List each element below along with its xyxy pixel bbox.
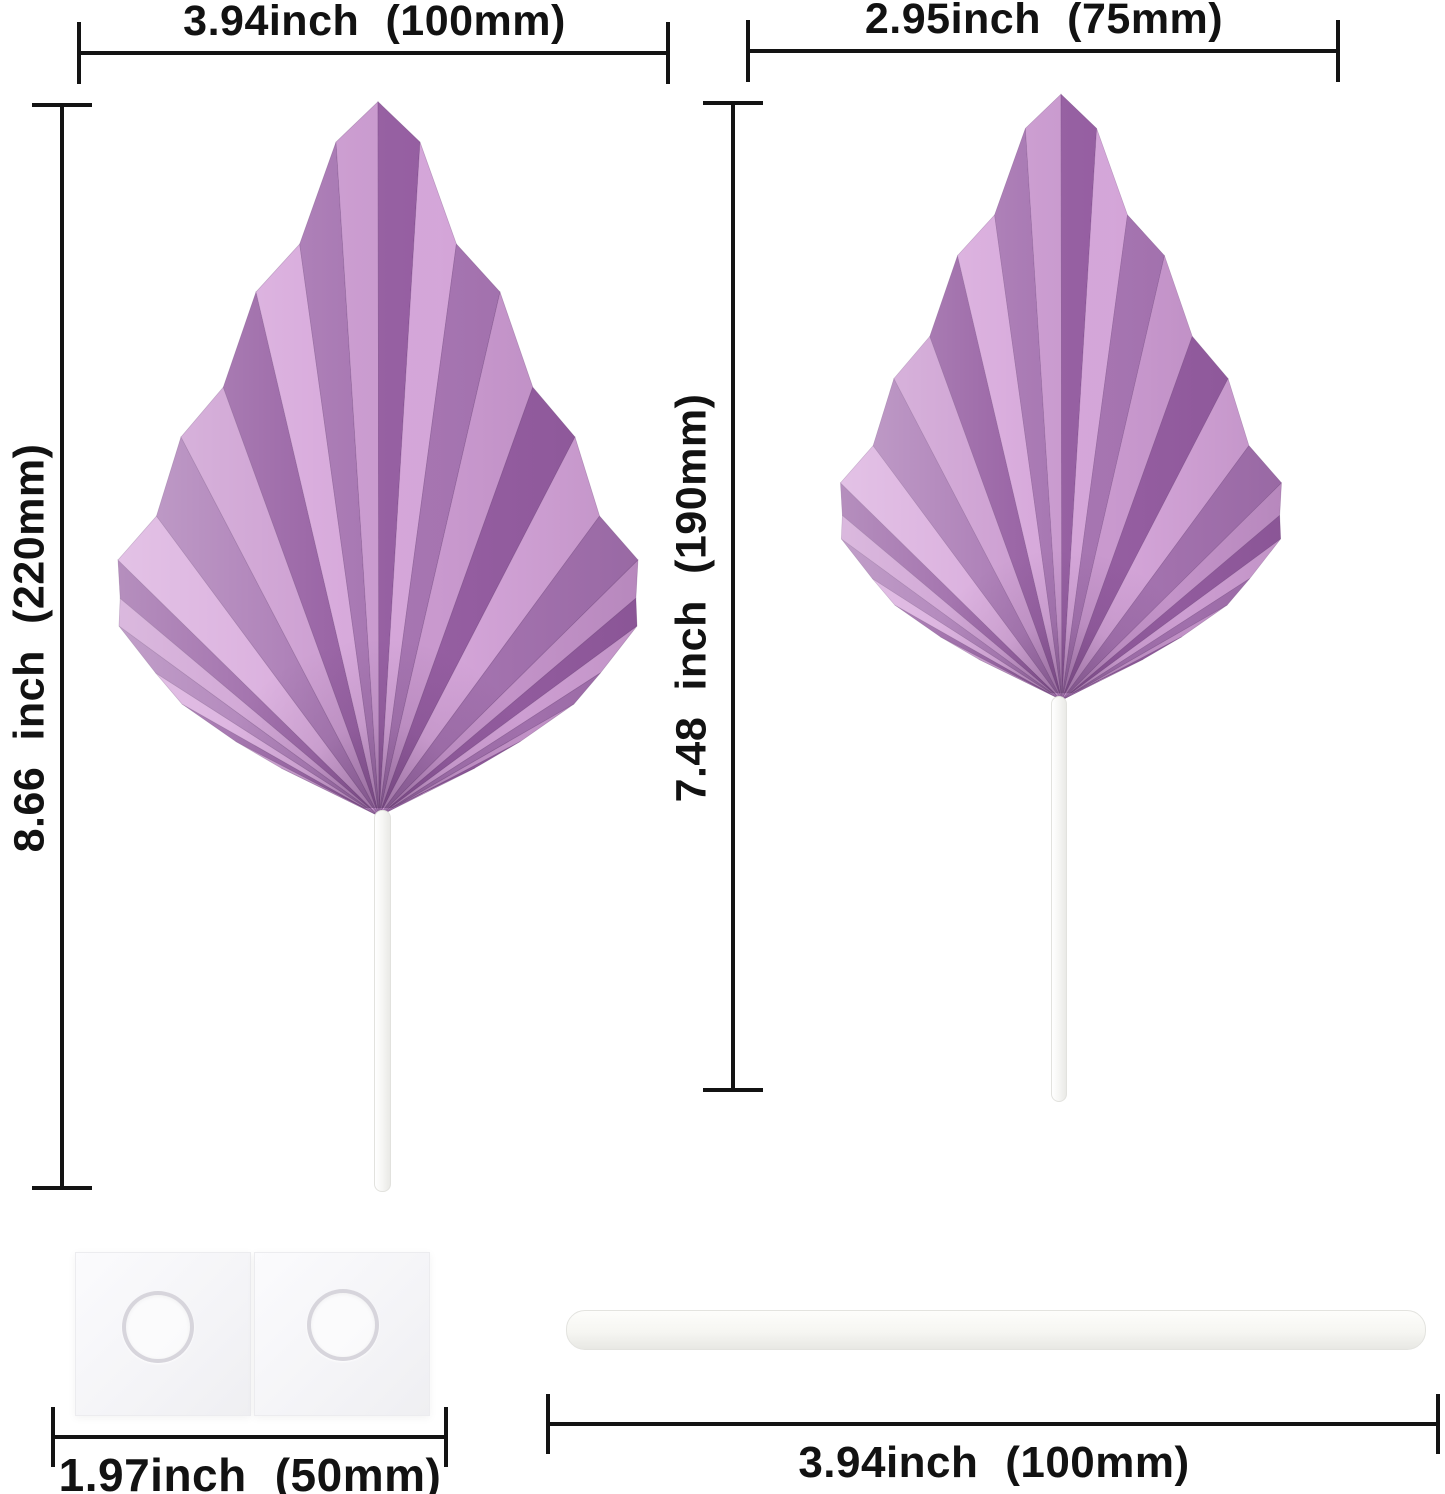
large-leaf-width-dimension-line: [79, 51, 670, 55]
small-leaf-width-label: 2.95inch (75mm): [864, 0, 1224, 43]
small-leaf-height-dimension-line: [731, 103, 735, 1090]
glue-pad-width-tick-left: [51, 1407, 55, 1467]
glue-square-left: [75, 1252, 251, 1416]
stick-length-tick-right: [1436, 1394, 1440, 1454]
glue-square-right: [254, 1252, 430, 1416]
glue-dots-pad: [75, 1252, 430, 1416]
large-leaf-height-dimension-line: [60, 105, 64, 1188]
small-palm-spear-leaf: [840, 93, 1282, 701]
large-palm-spear-leaf: [117, 100, 639, 817]
glue-pad-width-dimension-line: [53, 1435, 448, 1439]
large-leaf-width-label: 3.94inch (100mm): [183, 0, 566, 45]
small-leaf-height-cap-top: [703, 101, 763, 105]
stick-length-label: 3.94inch (100mm): [798, 1438, 1190, 1487]
stick-length-dimension-line: [548, 1422, 1440, 1426]
small-leaf-height-label: 7.48 inch (190mm): [667, 393, 716, 803]
large-leaf-width-tick-right: [666, 22, 670, 84]
large-leaf-height-cap-top: [32, 103, 92, 107]
small-leaf-width-tick-left: [746, 20, 750, 82]
glue-dot-ring-right: [307, 1289, 379, 1361]
small-leaf-height-cap-bottom: [703, 1088, 763, 1092]
large-leaf-height-cap-bottom: [32, 1186, 92, 1190]
glue-pad-width-label: 1.97inch (50mm): [58, 1449, 442, 1494]
glue-dot-ring-left: [122, 1291, 194, 1363]
stick-length-tick-left: [546, 1394, 550, 1454]
large-leaf-stick: [374, 810, 391, 1192]
small-leaf-width-tick-right: [1336, 20, 1340, 82]
white-stick: [566, 1310, 1426, 1350]
glue-pad-width-tick-right: [444, 1407, 448, 1467]
small-leaf-width-dimension-line: [748, 49, 1340, 53]
small-leaf-stick: [1051, 696, 1067, 1102]
large-leaf-width-tick-left: [77, 22, 81, 84]
large-leaf-height-label: 8.66 inch (220mm): [5, 443, 54, 853]
